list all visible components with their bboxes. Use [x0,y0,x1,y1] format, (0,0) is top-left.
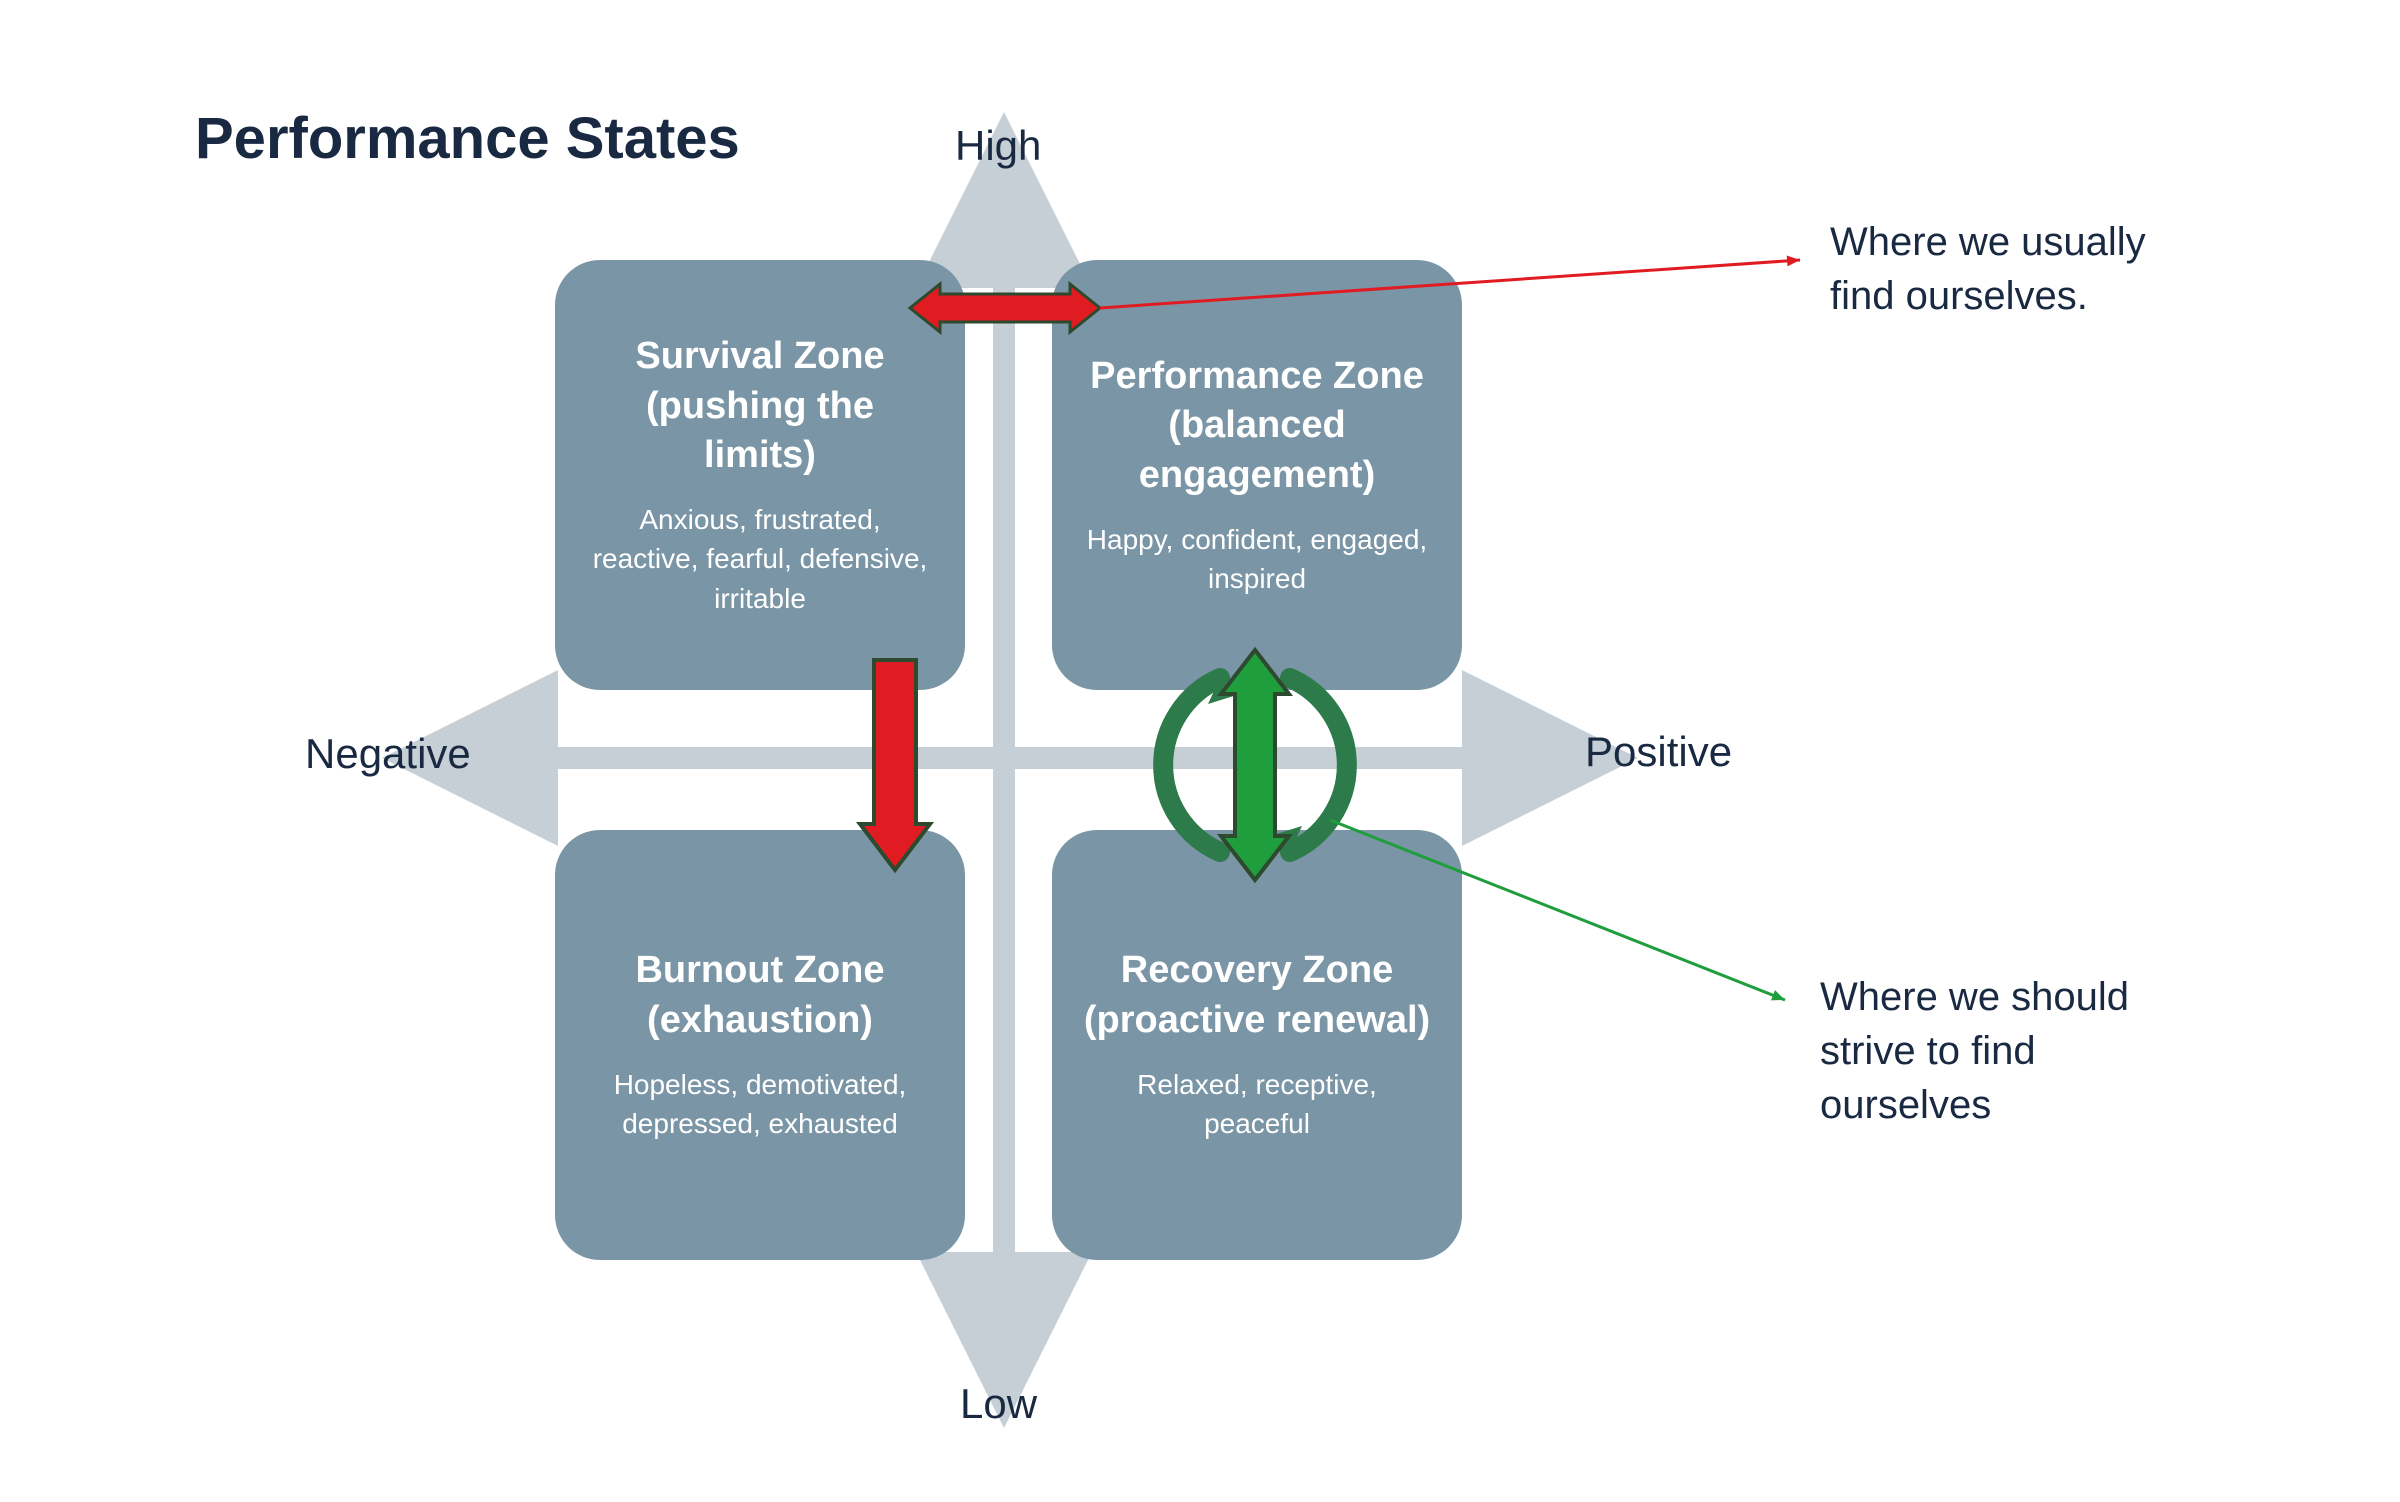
axis-label-positive: Positive [1585,728,1732,776]
quadrant-desc: Hopeless, demotivated, depressed, exhaus… [585,1065,935,1143]
annotation-strive: Where we should strive to find ourselves [1820,970,2200,1132]
quadrant-performance: Performance Zone (balanced engagement) H… [1052,260,1462,690]
quadrant-title: Burnout Zone (exhaustion) [585,946,935,1045]
quadrant-desc: Relaxed, receptive, peaceful [1082,1065,1432,1143]
quadrant-burnout: Burnout Zone (exhaustion) Hopeless, demo… [555,830,965,1260]
quadrant-title: Recovery Zone (proactive renewal) [1082,946,1432,1045]
axis-label-low: Low [960,1380,1037,1428]
quadrant-title: Survival Zone (pushing the limits) [585,332,935,480]
axis-label-negative: Negative [305,730,471,778]
axis-label-high: High [955,122,1041,170]
quadrant-survival: Survival Zone (pushing the limits) Anxio… [555,260,965,690]
quadrant-desc: Anxious, frustrated, reactive, fearful, … [585,500,935,618]
green-cycle-arcs [1163,678,1347,852]
page-title: Performance States [195,105,740,172]
annotation-usually: Where we usually find ourselves. [1830,215,2170,323]
quadrant-desc: Happy, confident, engaged, inspired [1082,520,1432,598]
diagram-root: Performance States Survival Zone (pushin… [0,0,2400,1502]
quadrant-title: Performance Zone (balanced engagement) [1082,352,1432,500]
quadrant-recovery: Recovery Zone (proactive renewal) Relaxe… [1052,830,1462,1260]
